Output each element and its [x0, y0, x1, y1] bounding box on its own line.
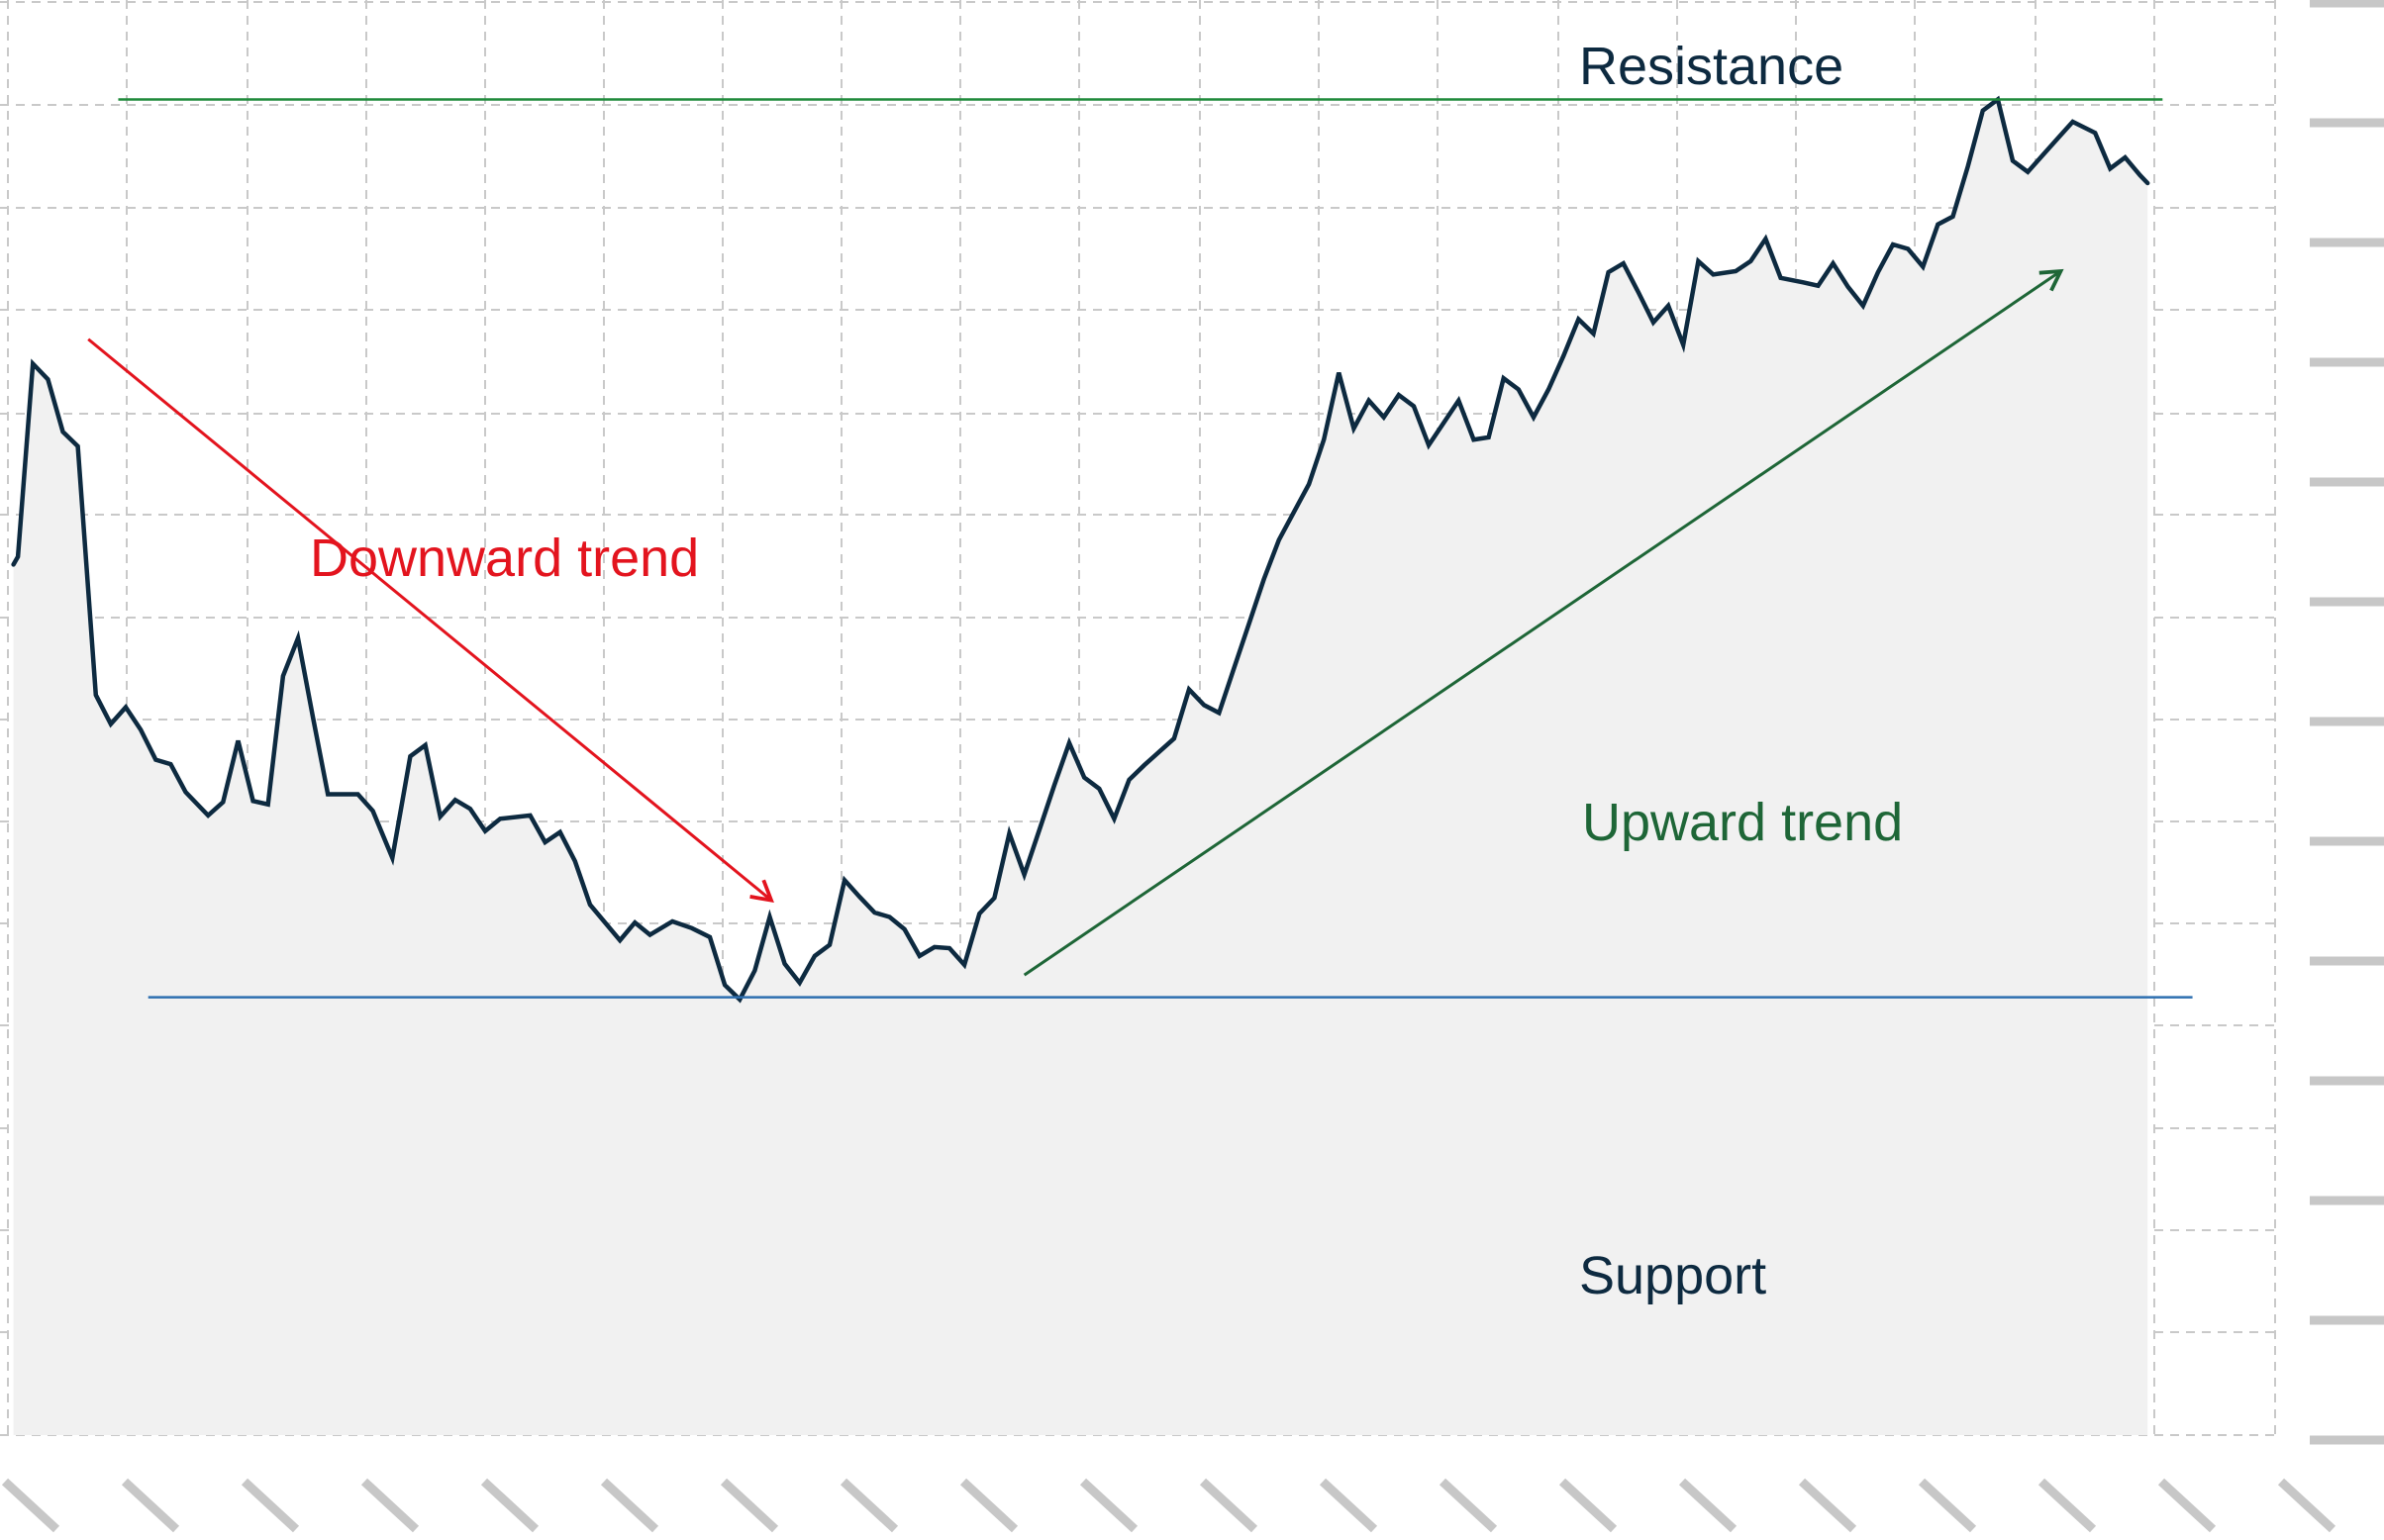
- support-label: Support: [1579, 1246, 1766, 1305]
- upward-trend-label: Upward trend: [1582, 793, 1903, 852]
- downward-trend-label: Downward trend: [310, 529, 699, 588]
- x-tick-16: [1918, 1478, 1977, 1533]
- x-tick-4: [480, 1478, 540, 1533]
- x-tick-11: [1319, 1478, 1378, 1533]
- x-tick-14: [1678, 1478, 1738, 1533]
- x-tick-1: [121, 1478, 180, 1533]
- area-polygon: [13, 99, 2148, 1435]
- downward-trend-arrow: [87, 337, 774, 903]
- x-tick-18: [2157, 1478, 2217, 1533]
- x-tick-9: [1079, 1478, 1139, 1533]
- x-tick-3: [360, 1478, 420, 1533]
- x-tick-0: [1, 1478, 60, 1533]
- x-tick-2: [241, 1478, 300, 1533]
- x-tick-13: [1558, 1478, 1618, 1533]
- resistance-label: Resistance: [1579, 37, 1843, 96]
- upward-trend-arrow: [1023, 268, 2064, 977]
- x-tick-19: [2277, 1478, 2336, 1533]
- x-tick-15: [1798, 1478, 1857, 1533]
- trend-arrows: [87, 268, 2064, 977]
- x-tick-8: [959, 1478, 1019, 1533]
- x-tick-5: [600, 1478, 659, 1533]
- x-tick-6: [720, 1478, 779, 1533]
- x-tick-12: [1439, 1478, 1498, 1533]
- support-resistance-lines: [118, 98, 2193, 999]
- x-tick-10: [1199, 1478, 1258, 1533]
- series-line: [11, 95, 2150, 1004]
- area-fill: [13, 99, 2148, 1435]
- price-line: [11, 95, 2150, 1004]
- x-tick-17: [2037, 1478, 2097, 1533]
- x-tick-7: [840, 1478, 899, 1533]
